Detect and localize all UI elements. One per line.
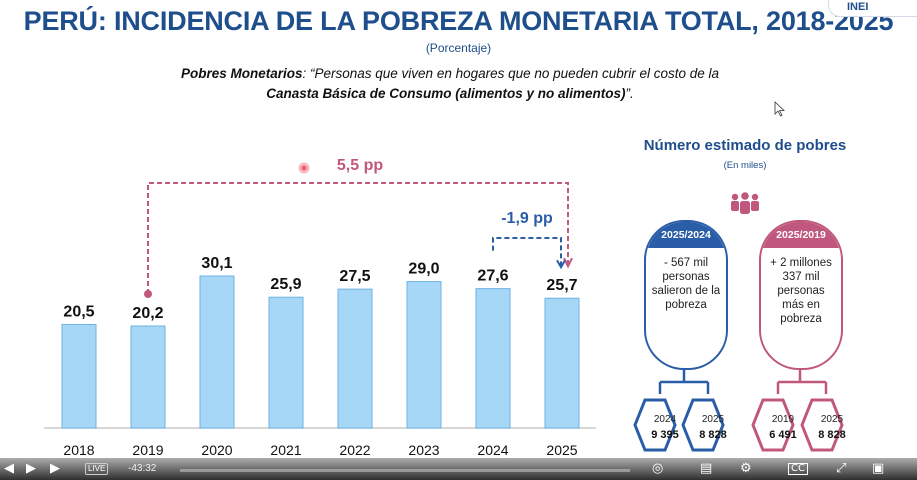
hexagon-group <box>633 398 844 452</box>
page-title: PERÚ: INCIDENCIA DE LA POBREZA MONETARIA… <box>23 6 894 36</box>
mouse-cursor-icon <box>774 101 786 117</box>
x-tick-label-2021: 2021 <box>270 442 301 458</box>
speed-icon[interactable]: ◎ <box>652 461 664 476</box>
settings-gear-icon[interactable]: ⚙ <box>740 461 752 476</box>
bar-value-label-2019: 20,2 <box>132 305 163 322</box>
hex-value-2019: 6 491 <box>769 429 797 441</box>
x-tick-label-2024: 2024 <box>477 442 508 458</box>
hex-value-2025-pink: 8 828 <box>818 429 846 441</box>
card-2025-vs-2024-header: 2025/2024 <box>646 222 726 248</box>
x-tick-label-2020: 2020 <box>201 442 232 458</box>
annotation-5-5pp: 5,5 pp <box>337 157 383 174</box>
bar-value-label-2018: 20,5 <box>63 303 94 320</box>
captions-icon[interactable]: CC <box>788 463 808 475</box>
card-2025-vs-2019-body: + 2 millones 337 mil personas más en pob… <box>770 257 832 325</box>
hex-2019-icon <box>751 398 795 452</box>
hex-year-2025-blue: 2025 <box>701 414 725 425</box>
right-panel-title: Número estimado de pobres <box>643 137 847 154</box>
hex-year-2024: 2024 <box>653 414 677 425</box>
bracket-2024-2025-arrow <box>556 259 566 270</box>
play-icon[interactable]: ▶ <box>26 461 36 476</box>
hex-value-2024: 9 395 <box>651 429 679 441</box>
fullscreen-icon[interactable]: ⤢ <box>836 461 847 476</box>
right-panel-subtitle: (En miles) <box>723 160 767 171</box>
card-2025-vs-2024-body: - 567 mil personas salieron de la pobrez… <box>651 257 721 311</box>
pointer-dot-icon <box>298 162 310 174</box>
card-2025-vs-2024: 2025/2024 - 567 mil personas salieron de… <box>644 220 728 370</box>
x-tick-label-2025: 2025 <box>546 442 577 458</box>
skip-back-icon[interactable]: ◀ <box>4 461 14 476</box>
hex-2025b-icon <box>800 398 844 452</box>
bracket-2019-start-dot <box>144 289 152 298</box>
bar-2019 <box>130 325 166 429</box>
hex-2024-icon <box>633 398 677 452</box>
people-group-icon <box>731 192 759 214</box>
time-remaining: -43:32 <box>128 463 157 474</box>
poverty-bar-chart: 20,5 2018 20,2 2019 30,1 2020 25,9 2021 27,5 2022… <box>44 157 596 458</box>
hex-value-2025-blue: 8 828 <box>699 429 727 441</box>
annotation-minus-1-9pp: -1,9 pp <box>501 210 553 227</box>
definition-line1: : “Personas que viven en hogares que no … <box>302 66 720 81</box>
bar-2020 <box>199 275 235 429</box>
inei-logo: INEI <box>828 0 917 17</box>
definition-line2: Canasta Básica de Consumo (alimentos y n… <box>266 86 626 101</box>
definition-end: ”. <box>625 86 634 101</box>
skip-forward-icon[interactable]: ▶ <box>50 461 60 476</box>
x-tick-label-2022: 2022 <box>339 442 370 458</box>
bar-2023 <box>406 281 442 429</box>
seek-bar[interactable] <box>180 469 630 472</box>
bracket-2024-2025 <box>492 237 562 267</box>
bar-value-label-2023: 29,0 <box>408 261 439 278</box>
x-tick-label-2018: 2018 <box>63 442 94 458</box>
page-subtitle: (Porcentaje) <box>425 41 492 55</box>
clip-icon[interactable]: ▤ <box>700 461 713 476</box>
x-tick-label-2023: 2023 <box>408 442 439 458</box>
card-2025-vs-2019-header: 2025/2019 <box>761 222 841 248</box>
bracket-2019-2025 <box>147 182 569 294</box>
definition-text: Pobres Monetarios: “Personas que viven e… <box>100 64 800 104</box>
bar-2018 <box>61 323 97 429</box>
live-badge[interactable]: LIVE <box>85 463 109 475</box>
x-tick-label-2019: 2019 <box>132 442 163 458</box>
bar-2022 <box>337 288 373 429</box>
hex-year-2025-pink: 2025 <box>820 414 844 425</box>
bar-value-label-2022: 27,5 <box>339 268 370 285</box>
bar-2021 <box>268 296 304 429</box>
video-player-bar: ◀ ▶ ▶ LIVE -43:32 ◎ ▤ ⚙ CC ⤢ ▣ <box>0 458 917 480</box>
bar-value-label-2024: 27,6 <box>477 268 508 285</box>
pip-icon[interactable]: ▣ <box>872 461 885 476</box>
card-2025-vs-2019: 2025/2019 + 2 millones 337 mil personas … <box>759 220 843 370</box>
bar-2025 <box>544 297 580 429</box>
definition-term: Pobres Monetarios <box>180 66 303 81</box>
hex-year-2019: 2019 <box>771 414 795 425</box>
hex-2025a-icon <box>681 398 725 452</box>
bar-value-label-2021: 25,9 <box>270 276 301 293</box>
bar-2024 <box>475 288 511 429</box>
bar-value-label-2025: 25,7 <box>546 277 577 294</box>
bar-value-label-2020: 30,1 <box>201 255 232 272</box>
